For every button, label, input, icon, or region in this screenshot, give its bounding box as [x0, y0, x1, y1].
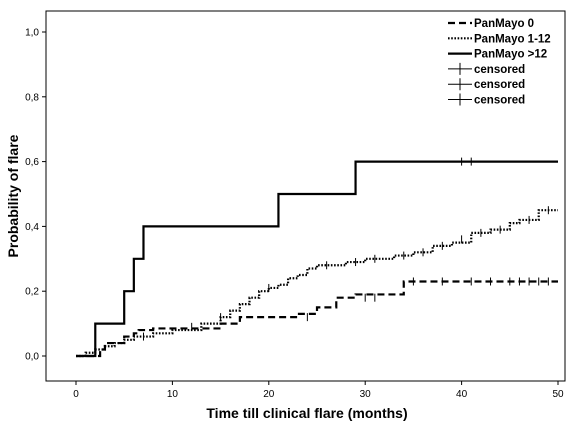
- x-tick-label: 30: [360, 389, 372, 400]
- x-tick-label: 10: [167, 389, 179, 400]
- legend-item: PanMayo >12: [448, 49, 547, 61]
- legend-item: censored: [448, 78, 525, 91]
- x-tick-label: 40: [456, 389, 468, 400]
- legend-label: censored: [474, 95, 525, 107]
- y-tick-label: 0,2: [25, 287, 39, 298]
- legend-label: censored: [474, 64, 525, 76]
- legend: PanMayo 0 PanMayo 1-12 PanMayo >12 censored…: [448, 18, 551, 107]
- legend-item: PanMayo 0: [448, 18, 534, 30]
- series-1: [76, 277, 558, 358]
- x-axis-title: Time till clinical flare (months): [206, 405, 407, 421]
- x-tick-label: 50: [552, 389, 564, 400]
- legend-item: PanMayo 1-12: [448, 33, 551, 45]
- x-tick-label: 20: [263, 389, 275, 400]
- y-tick-label: 0,4: [25, 222, 39, 233]
- y-tick-label: 0,8: [25, 92, 39, 103]
- series-line: [76, 160, 558, 358]
- y-tick-label: 1,0: [25, 28, 39, 39]
- legend-item: censored: [448, 62, 525, 76]
- series-line: [76, 209, 558, 358]
- legend-item: censored: [448, 93, 525, 107]
- legend-label: PanMayo 0: [474, 18, 534, 30]
- x-tick-label: 0: [73, 389, 79, 400]
- legend-label: censored: [474, 79, 525, 91]
- legend-label: PanMayo 1-12: [474, 33, 551, 45]
- plot-area: [45, 10, 566, 382]
- series-3: [76, 157, 558, 358]
- series-2: [76, 206, 558, 358]
- y-tick-label: 0,0: [25, 352, 39, 363]
- axes-layer: 0 10 20 30 40 50 0,0 0,2 0,4 0,6 0,8 1,0: [25, 28, 564, 401]
- legend-label: PanMayo >12: [474, 49, 547, 61]
- series-layer: [76, 157, 558, 358]
- y-tick-label: 0,6: [25, 157, 39, 168]
- y-axis-title: Probability of flare: [5, 134, 21, 257]
- series-line: [76, 280, 558, 358]
